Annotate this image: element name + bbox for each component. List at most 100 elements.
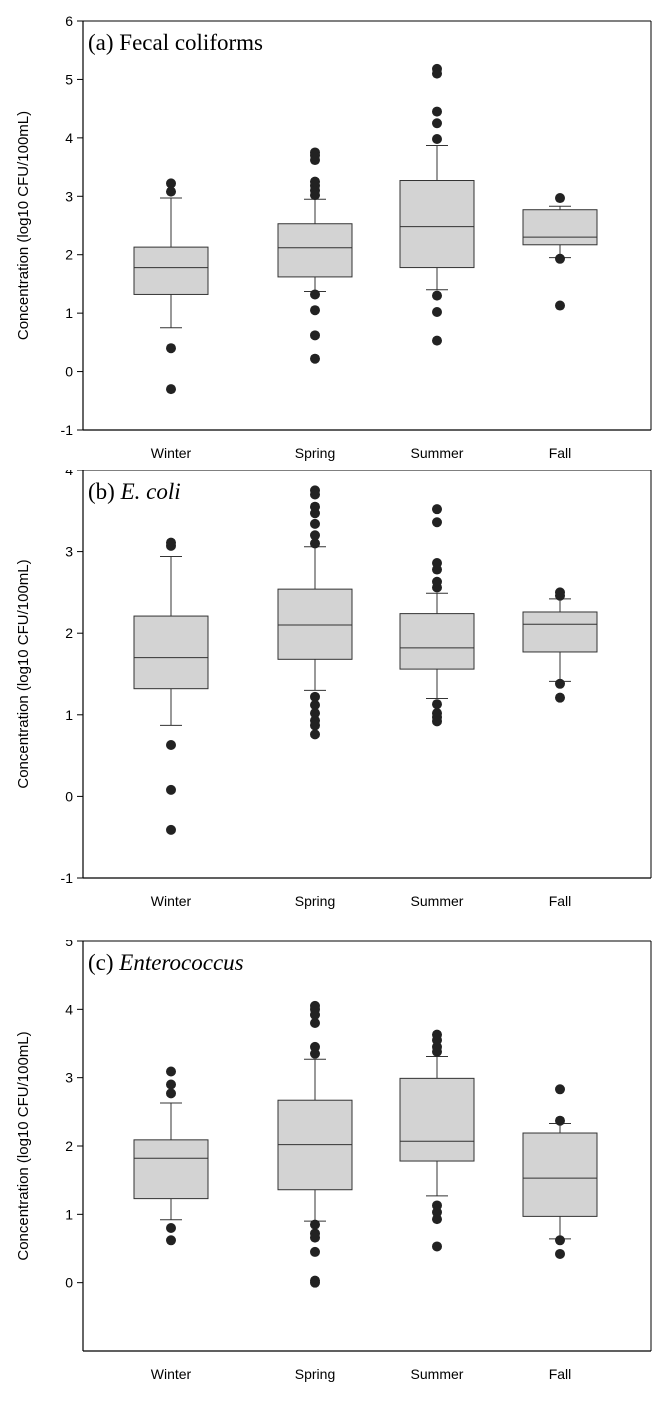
outlier-point (432, 716, 442, 727)
x-category-label: Summer (411, 445, 464, 461)
outlier-point (310, 700, 320, 711)
panel-letter: (a) (88, 30, 119, 55)
y-tick-label: 4 (65, 1001, 73, 1017)
outlier-point (166, 824, 176, 835)
outlier-point (166, 343, 176, 354)
outlier-point (166, 384, 176, 395)
outlier-point (555, 300, 565, 311)
outlier-point (310, 518, 320, 529)
box-iqr (277, 223, 353, 278)
y-tick-label: 3 (65, 188, 73, 204)
outlier-point (432, 558, 442, 569)
outlier-point (166, 1235, 176, 1246)
box-iqr (522, 209, 598, 246)
outlier-point (310, 330, 320, 341)
y-tick-label: 2 (65, 247, 73, 263)
outlier-point (432, 517, 442, 528)
outlier-point (310, 289, 320, 300)
y-tick-label: 5 (65, 940, 73, 949)
box-iqr (399, 180, 475, 269)
panel-title-text: Enterococcus (118, 950, 243, 975)
box-summer (399, 1029, 475, 1252)
outlier-point (310, 353, 320, 364)
outlier-point (166, 1079, 176, 1090)
box-spring (277, 147, 353, 364)
outlier-point (555, 1084, 565, 1095)
outlier-point (310, 1000, 320, 1011)
outlier-point (432, 118, 442, 129)
x-category-label: Winter (151, 893, 192, 909)
x-category-label: Summer (411, 893, 464, 909)
box-iqr (522, 611, 598, 653)
x-category-label: Fall (549, 893, 572, 909)
outlier-point (166, 1223, 176, 1233)
outlier-point (310, 1219, 320, 1230)
outlier-point (432, 63, 442, 74)
chart-panel-fecal-coliforms: -1 0 1 2 3 4 5 6 Concentration (log10 CFU/100mL)… (15, 13, 652, 461)
outlier-point (310, 1246, 320, 1257)
y-tick-label: 2 (65, 625, 73, 641)
box-iqr (399, 613, 475, 670)
y-axis-label: Concentration (log10 CFU/100mL) (15, 1031, 32, 1260)
box-iqr (133, 1139, 209, 1200)
outlier-point (555, 692, 565, 703)
outlier-point (310, 1018, 320, 1028)
y-tick-label: 1 (65, 707, 73, 723)
outlier-point (166, 739, 176, 750)
outlier-point (555, 253, 565, 264)
chart-panel-enterococcus: 0 1 2 3 4 5 Concentration (log10 CFU/100mL) (c)… (15, 940, 652, 1382)
box-iqr (277, 588, 353, 660)
box-iqr (133, 615, 209, 690)
box-iqr (399, 1077, 475, 1162)
box-summer (399, 504, 475, 727)
y-axis-label: Concentration (log10 CFU/100mL) (15, 111, 32, 340)
outlier-point (310, 1232, 320, 1243)
outlier-point (432, 576, 442, 587)
outlier-point (310, 147, 320, 158)
outlier-point (310, 1041, 320, 1052)
panel-title: (a) Fecal coliforms (88, 30, 263, 55)
y-tick-label: 3 (65, 544, 73, 560)
x-category-label: Spring (295, 893, 335, 909)
box-iqr (133, 246, 209, 295)
outlier-point (555, 587, 565, 598)
panel-title: (c) Enterococcus (88, 950, 244, 975)
y-tick-label: 5 (65, 71, 73, 87)
outlier-point (555, 1248, 565, 1259)
outlier-point (432, 290, 442, 301)
outlier-point (310, 538, 320, 549)
outlier-point (310, 485, 320, 496)
panel-title: (b) E. coli (88, 479, 181, 504)
outlier-point (432, 335, 442, 346)
outlier-point (432, 1241, 442, 1252)
x-category-label: Winter (151, 445, 192, 461)
outlier-point (166, 784, 176, 795)
x-category-label: Spring (295, 1366, 335, 1382)
outlier-point (166, 1088, 176, 1099)
panel-letter: (c) (88, 950, 119, 975)
outlier-point (166, 537, 176, 548)
box-winter (133, 1066, 209, 1246)
y-tick-label: 2 (65, 1138, 73, 1154)
box-fall (522, 587, 598, 703)
box-spring (277, 485, 353, 740)
x-category-label: Spring (295, 445, 335, 461)
x-category-label: Fall (549, 1366, 572, 1382)
chart-panel-e-coli: -1 0 1 2 3 4 Concentration (log10 CFU/100mL) (b… (15, 470, 652, 909)
y-tick-label: 0 (65, 364, 73, 380)
y-tick-label: 0 (65, 1275, 73, 1291)
y-tick-label: 4 (65, 130, 73, 146)
outlier-point (310, 176, 320, 187)
outlier-point (555, 193, 565, 204)
outlier-point (432, 699, 442, 710)
outlier-point (310, 1048, 320, 1059)
box-summer (399, 63, 475, 346)
outlier-point (432, 1207, 442, 1218)
y-axis-label: Concentration (log10 CFU/100mL) (15, 559, 32, 788)
box-fall (522, 1084, 598, 1259)
outlier-point (555, 1115, 565, 1126)
outlier-point (310, 708, 320, 719)
y-tick-label: 0 (65, 788, 73, 804)
box-winter (133, 537, 209, 835)
